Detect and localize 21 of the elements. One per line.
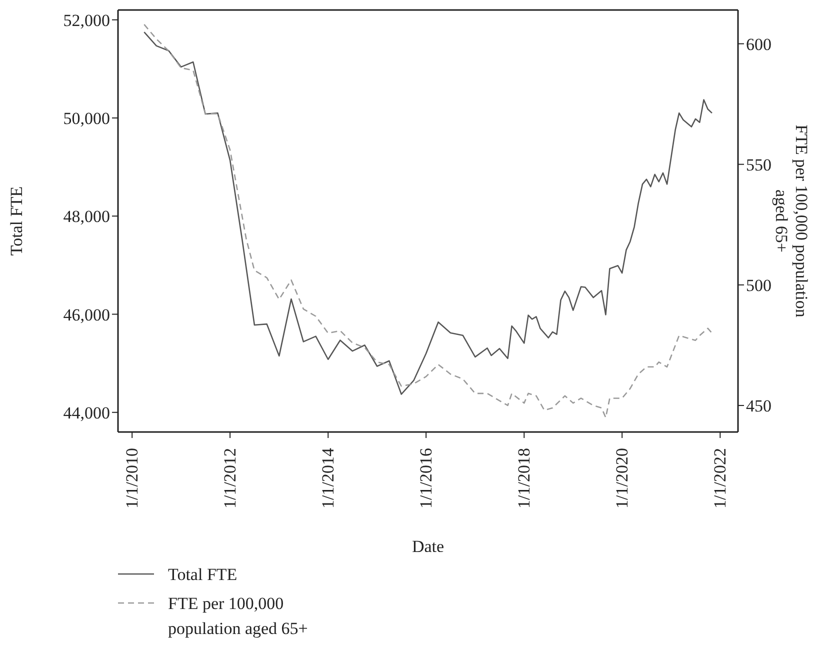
y-tick-label: 46,000 — [63, 305, 110, 324]
x-tick-label: 1/1/2018 — [514, 448, 534, 508]
y2-axis-title: FTE per 100,000 population aged 65+ — [772, 124, 811, 318]
x-tick-label: 1/1/2022 — [710, 448, 730, 508]
legend-label: FTE per 100,000 population aged 65+ — [168, 593, 309, 640]
y-tick-label: 48,000 — [63, 207, 110, 226]
y2-tick-label: 500 — [746, 276, 772, 295]
x-tick-label: 1/1/2020 — [612, 448, 632, 508]
y-tick-label: 44,000 — [63, 403, 110, 422]
y2-tick-label: 600 — [746, 34, 772, 54]
x-axis-title: Date — [412, 537, 444, 556]
y-tick-label: 50,000 — [63, 108, 110, 128]
legend-label: Total FTE — [168, 564, 238, 586]
y-axis-title: Total FTE — [7, 186, 26, 256]
y2-tick-label: 450 — [746, 396, 772, 416]
y-tick-label: 52,000 — [63, 10, 110, 30]
x-tick-label: 1/1/2016 — [416, 448, 436, 508]
x-tick-label: 1/1/2010 — [122, 448, 142, 508]
x-tick-label: 1/1/2012 — [220, 448, 240, 508]
x-tick-label: 1/1/2014 — [318, 448, 338, 508]
y2-tick-label: 550 — [746, 155, 772, 174]
